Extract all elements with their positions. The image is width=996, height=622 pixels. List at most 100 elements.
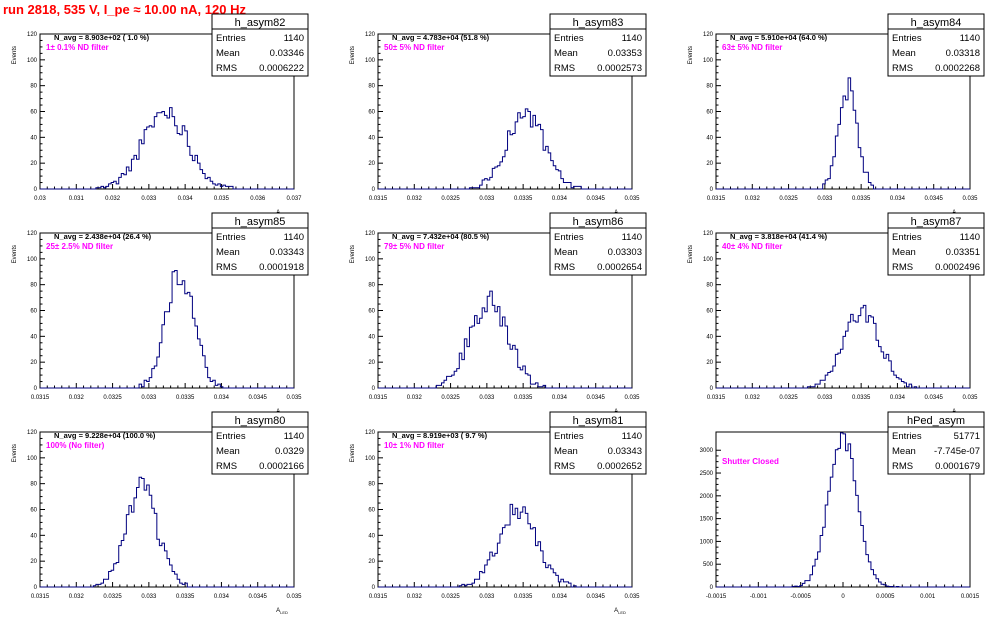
y-tick-label: 100 [703, 58, 714, 64]
x-tick-label: 0.0315 [31, 395, 50, 401]
stats-label-entries: Entries [216, 232, 246, 243]
x-tick-label: -0.0015 [706, 594, 727, 600]
y-tick-label: 120 [27, 231, 38, 237]
x-tick-label: 0.0335 [514, 196, 533, 202]
histogram-series [40, 269, 294, 389]
stats-value-rms: 0.0002268 [935, 63, 980, 74]
x-tick-label: 0.0315 [369, 395, 388, 401]
y-tick-label: 40 [368, 135, 375, 141]
y-tick-label: 20 [368, 360, 375, 366]
y-tick-label: 100 [365, 456, 376, 462]
y-tick-label: 60 [368, 309, 375, 315]
x-tick-label: 0.036 [250, 196, 266, 202]
x-tick-label: 0.033 [141, 395, 157, 401]
y-tick-label: 100 [27, 58, 38, 64]
stats-value-rms: 0.0002654 [597, 262, 642, 273]
y-tick-label: 20 [368, 559, 375, 565]
stats-value-rms: 0.0001918 [259, 262, 304, 273]
x-tick-label: 0.034 [890, 196, 906, 202]
x-tick-label: -0.0005 [790, 594, 811, 600]
y-tick-label: 60 [706, 309, 713, 315]
stats-label-mean: Mean [892, 247, 916, 258]
filter-label: 50± 5% ND filter [384, 43, 444, 52]
stats-value-mean: -7.745e-07 [934, 446, 980, 457]
y-tick-label: 60 [368, 110, 375, 116]
stats-label-mean: Mean [554, 48, 578, 59]
stats-label-mean: Mean [216, 446, 240, 457]
y-tick-label: 3000 [700, 448, 714, 454]
y-axis-title: Events [12, 444, 18, 462]
histogram-name: h_asym85 [235, 216, 286, 228]
stats-label-rms: RMS [216, 63, 237, 74]
y-tick-label: 100 [703, 257, 714, 263]
filter-label: 63± 5% ND filter [722, 43, 782, 52]
histogram-name: hPed_asym [907, 415, 965, 427]
x-tick-label: 0.0325 [103, 395, 122, 401]
x-tick-label: 0.035 [624, 196, 640, 202]
x-tick-label: 0.0335 [852, 395, 871, 401]
histogram-name: h_asym87 [911, 216, 962, 228]
x-tick-label: 0.0345 [249, 594, 268, 600]
x-tick-label: 0.035 [286, 395, 302, 401]
stats-label-mean: Mean [892, 48, 916, 59]
histogram-series [716, 304, 970, 389]
stats-box [549, 411, 647, 475]
histogram-series [378, 503, 632, 588]
navg-label: N_avg = 3.818e+04 (41.4 %) [730, 232, 828, 241]
y-tick-label: 20 [706, 161, 713, 167]
x-tick-label: 0.0345 [249, 395, 268, 401]
y-tick-label: 60 [30, 309, 37, 315]
x-tick-label: 0.0345 [925, 395, 944, 401]
y-tick-label: 40 [30, 135, 37, 141]
stats-label-entries: Entries [216, 33, 246, 44]
histogram-name: h_asym83 [573, 17, 624, 29]
histogram-series [40, 107, 294, 190]
histogram-series [716, 77, 970, 190]
x-tick-label: 0.001 [920, 594, 936, 600]
y-tick-label: 0 [34, 386, 38, 392]
y-tick-label: 80 [30, 482, 37, 488]
x-tick-label: 0.0325 [441, 196, 460, 202]
x-tick-label: 0.032 [105, 196, 121, 202]
stats-value-entries: 1140 [622, 232, 642, 243]
y-tick-label: 20 [30, 360, 37, 366]
x-tick-label: 0.037 [286, 196, 302, 202]
histogram-name: h_asym80 [235, 415, 286, 427]
stats-label-mean: Mean [892, 446, 916, 457]
y-tick-label: 20 [30, 161, 37, 167]
stats-value-entries: 1140 [960, 33, 980, 44]
y-tick-label: 0 [34, 585, 38, 591]
x-tick-label: 0.0345 [587, 196, 606, 202]
stats-value-mean: 0.03351 [946, 247, 980, 258]
stats-value-entries: 51771 [954, 431, 980, 442]
y-tick-label: 60 [30, 508, 37, 514]
x-tick-label: 0.033 [479, 594, 495, 600]
x-tick-label: 0.0325 [441, 395, 460, 401]
x-tick-label: 0.033 [141, 594, 157, 600]
x-tick-label: 0.034 [890, 395, 906, 401]
y-tick-label: 20 [368, 161, 375, 167]
x-tick-label: 0.03 [34, 196, 46, 202]
y-axis-title: Events [688, 46, 694, 64]
x-tick-label: 0.0325 [103, 594, 122, 600]
x-tick-label: 0.033 [817, 395, 833, 401]
y-tick-label: 120 [27, 32, 38, 38]
x-tick-label: 0.034 [552, 594, 568, 600]
stats-value-rms: 0.0002652 [597, 461, 642, 472]
x-tick-label: 0.0315 [31, 594, 50, 600]
stats-label-rms: RMS [554, 461, 575, 472]
histogram-name: h_asym84 [911, 17, 962, 29]
x-tick-label: 0.0345 [587, 395, 606, 401]
stats-label-mean: Mean [554, 446, 578, 457]
y-tick-label: 40 [706, 334, 713, 340]
stats-label-rms: RMS [554, 262, 575, 273]
stats-box [211, 13, 309, 77]
stats-value-rms: 0.0006222 [259, 63, 304, 74]
stats-value-mean: 0.03353 [608, 48, 642, 59]
x-axis-title-sub: LED [618, 610, 626, 615]
y-tick-label: 80 [30, 283, 37, 289]
x-tick-label: 0.0315 [707, 196, 726, 202]
x-tick-label: 0.0345 [587, 594, 606, 600]
x-axis-title-sub: LED [280, 610, 288, 615]
